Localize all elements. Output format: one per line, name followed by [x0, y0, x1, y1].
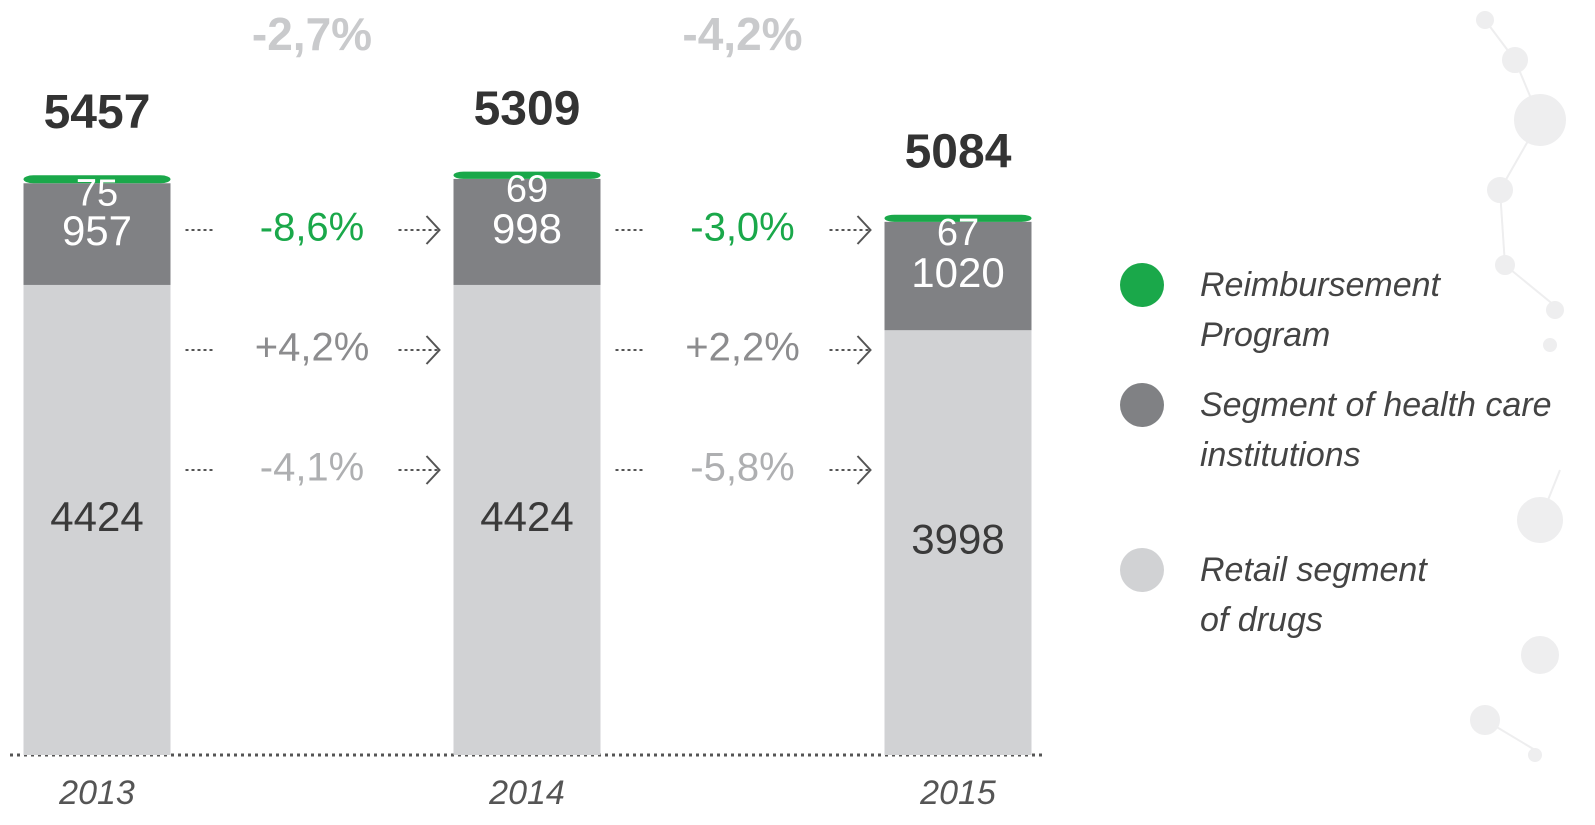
arrow-head	[425, 215, 441, 245]
arrow-head	[425, 335, 441, 365]
arrow-head	[856, 335, 872, 365]
bar-segment	[23, 183, 171, 285]
segment-label: 4424	[480, 493, 573, 540]
bar-segment	[453, 284, 601, 755]
bar-segment	[453, 171, 601, 179]
segment-label: 1020	[911, 249, 1004, 296]
arrow-head	[425, 455, 441, 485]
total-label: 5457	[44, 86, 151, 139]
bar-segment	[23, 175, 171, 184]
legend-label: Retail segment of drugs	[1200, 551, 1427, 639]
segment-label: 4424	[50, 493, 143, 540]
legend-label: Segment of health care institutions	[1200, 386, 1552, 474]
series-change: -4,1%	[260, 446, 365, 490]
segment-label: 998	[492, 205, 562, 252]
arrow-head	[856, 455, 872, 485]
total-change: -2,7%	[252, 8, 372, 60]
segment-label: 75	[76, 172, 118, 214]
total-change: -4,2%	[682, 8, 802, 60]
legend-swatch	[1120, 263, 1164, 307]
segment-label: 69	[506, 169, 548, 211]
segment-label: 3998	[911, 516, 1004, 563]
bar-segment	[453, 178, 601, 285]
series-change: +2,2%	[685, 326, 800, 370]
x-tick-label: 2013	[58, 774, 135, 812]
arrow-head	[856, 215, 872, 245]
series-change: +4,2%	[255, 326, 370, 370]
x-tick-label: 2014	[488, 774, 565, 812]
total-label: 5084	[905, 125, 1012, 178]
segment-label: 957	[62, 207, 132, 254]
background-decoration	[1470, 11, 1566, 762]
legend-swatch	[1120, 548, 1164, 592]
series-change: -3,0%	[690, 206, 795, 250]
legend-swatch	[1120, 383, 1164, 427]
segment-label: 67	[937, 212, 979, 254]
series-change: -8,6%	[260, 206, 365, 250]
bar-segment	[23, 284, 171, 755]
total-label: 5309	[474, 82, 581, 135]
x-tick-label: 2015	[919, 774, 996, 812]
bar-segment	[884, 330, 1032, 755]
legend-label: Reimbursement Program	[1200, 266, 1440, 354]
bar-segment	[884, 221, 1032, 331]
series-change: -5,8%	[690, 446, 795, 490]
bar-segment	[884, 214, 1032, 222]
